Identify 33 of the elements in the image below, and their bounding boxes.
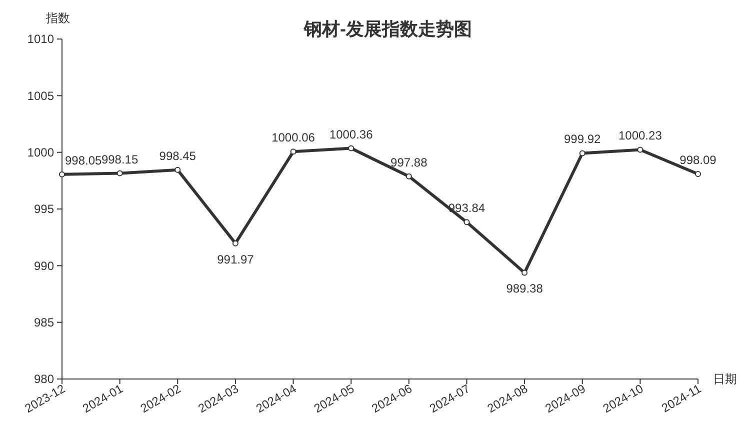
y-axis-title: 指数 xyxy=(45,11,70,25)
data-label: 998.15 xyxy=(101,152,138,166)
data-label: 1000.06 xyxy=(272,130,316,145)
data-label: 1000.23 xyxy=(618,128,662,143)
y-tick-label: 1000 xyxy=(27,146,54,160)
y-tick-label: 980 xyxy=(34,372,54,386)
point xyxy=(116,170,123,176)
data-label: 998.45 xyxy=(159,148,196,163)
y-tick-label: 1010 xyxy=(27,32,54,46)
data-label: 991.97 xyxy=(217,252,254,266)
y-tick-label: 995 xyxy=(34,202,54,216)
x-axis-title: 日期 xyxy=(713,372,737,386)
point xyxy=(522,270,528,276)
data-label: 998.09 xyxy=(680,152,717,167)
point xyxy=(637,146,644,153)
point xyxy=(348,145,354,152)
point xyxy=(59,171,65,178)
y-tick-label: 990 xyxy=(34,258,54,273)
point xyxy=(464,219,470,226)
point xyxy=(174,166,181,173)
data-label: 1000.36 xyxy=(329,127,374,142)
point xyxy=(579,150,586,156)
data-label: 997.88 xyxy=(390,155,428,170)
y-tick-label: 985 xyxy=(34,316,54,330)
point xyxy=(232,240,238,246)
point xyxy=(290,148,296,155)
point xyxy=(406,173,412,180)
point xyxy=(695,170,701,177)
data-label: 999.92 xyxy=(564,132,602,146)
data-label: 998.05 xyxy=(65,153,102,168)
y-tick-label: 1005 xyxy=(27,88,54,103)
chart-title: 钢材-发展指数走势图 xyxy=(303,19,472,39)
data-label: 989.38 xyxy=(506,282,544,296)
